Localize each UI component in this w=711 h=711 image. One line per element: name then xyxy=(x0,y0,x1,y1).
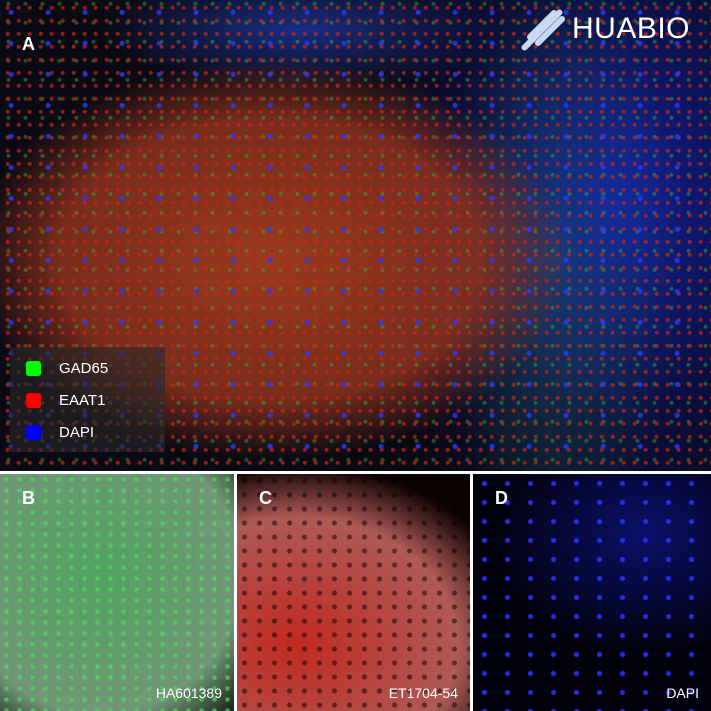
panel-label: B xyxy=(22,488,35,508)
legend-swatch xyxy=(26,393,41,408)
legend-label: EAAT1 xyxy=(59,392,106,409)
tissue-texture xyxy=(0,474,234,711)
panel-d-dapi-image: D DAPI xyxy=(473,474,711,711)
panel-label: A xyxy=(22,34,35,54)
logo-stripes-icon xyxy=(520,8,567,52)
logo-text: HUABIO xyxy=(572,12,691,45)
legend-label: DAPI xyxy=(59,424,95,441)
panel-b-gad65-image: B HA601389 xyxy=(0,474,234,711)
huabio-logo: HUABIO xyxy=(520,8,691,52)
tissue-texture xyxy=(237,474,470,711)
legend-item: GAD65 xyxy=(26,360,108,377)
legend-swatch xyxy=(26,361,41,376)
tissue-texture xyxy=(473,474,711,711)
panel-a-merged-image: A HUABIO GAD65 EAAT1 DAPI xyxy=(0,0,711,471)
panel-c-eaat1-image: C ET1704-54 xyxy=(237,474,470,711)
legend-item: EAAT1 xyxy=(26,392,105,409)
legend-item: DAPI xyxy=(26,424,94,441)
antibody-label: ET1704-54 xyxy=(388,685,458,701)
antibody-label: HA601389 xyxy=(155,685,222,701)
legend-swatch xyxy=(26,425,41,440)
legend-label: GAD65 xyxy=(59,360,109,377)
legend: GAD65 EAAT1 DAPI xyxy=(10,347,165,452)
panel-label: C xyxy=(259,488,272,508)
antibody-label: DAPI xyxy=(666,685,699,701)
panel-label: D xyxy=(495,488,508,508)
